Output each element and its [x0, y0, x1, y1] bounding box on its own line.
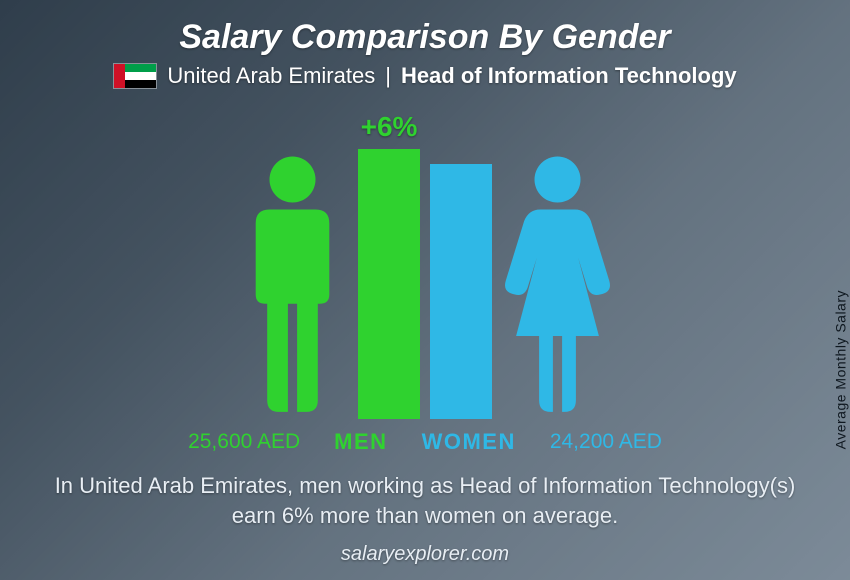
- subtitle-row: United Arab Emirates | Head of Informati…: [113, 63, 736, 89]
- women-group: [430, 154, 615, 419]
- country-label: United Arab Emirates: [167, 63, 375, 89]
- footer-source: salaryexplorer.com: [0, 543, 850, 566]
- men-salary: 25,600 AED: [188, 430, 300, 454]
- men-bar: +6%: [358, 149, 420, 419]
- y-axis-label: Average Monthly Salary: [832, 290, 848, 449]
- women-bar: [430, 164, 492, 419]
- men-group: +6%: [235, 149, 420, 419]
- men-label: MEN: [334, 429, 387, 455]
- women-salary: 24,200 AED: [550, 430, 662, 454]
- pct-label: +6%: [361, 111, 418, 143]
- page-title: Salary Comparison By Gender: [179, 18, 670, 57]
- chart-area: +6%: [105, 99, 745, 419]
- women-label: WOMEN: [422, 429, 516, 455]
- man-icon: [235, 154, 350, 419]
- separator: |: [385, 63, 391, 89]
- woman-icon: [500, 154, 615, 419]
- job-label: Head of Information Technology: [401, 63, 737, 89]
- labels-row: 25,600 AED MEN WOMEN 24,200 AED: [105, 429, 745, 455]
- uae-flag-icon: [113, 63, 157, 89]
- description-text: In United Arab Emirates, men working as …: [45, 471, 805, 530]
